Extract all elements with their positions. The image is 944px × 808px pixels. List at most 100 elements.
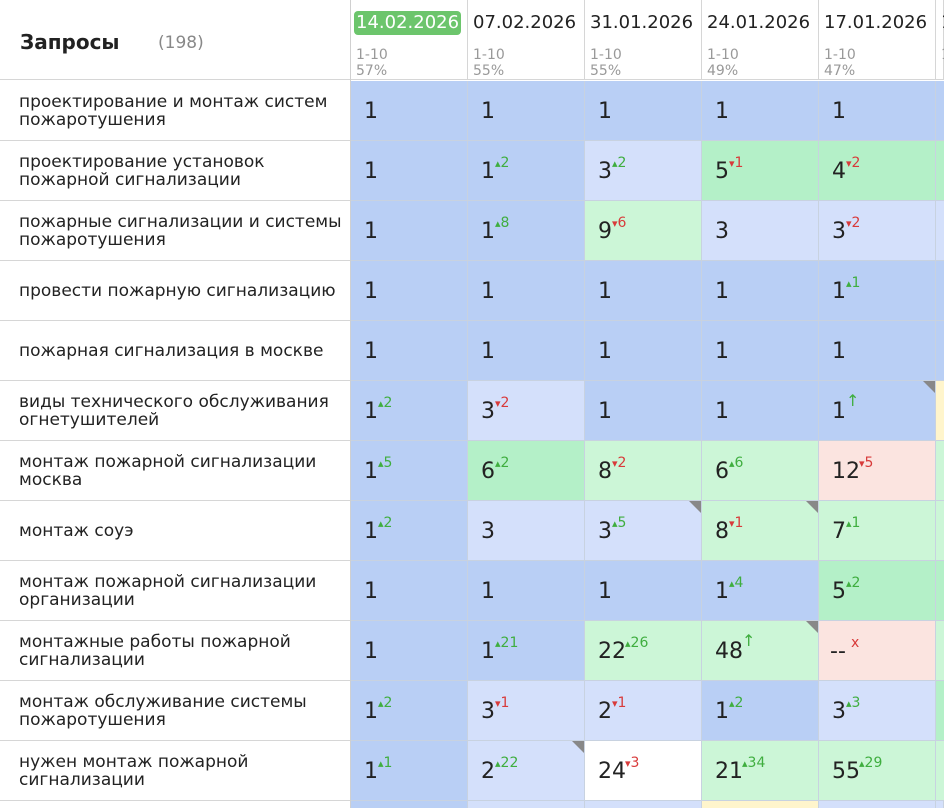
position-cell-partial[interactable] <box>936 261 944 321</box>
query-row-label[interactable]: проектирование установок пожарной сигнал… <box>0 141 350 201</box>
position-cell[interactable]: 3 <box>468 501 585 561</box>
position-cell[interactable]: 48 ↑ <box>702 621 819 681</box>
position-cell[interactable]: 1 <box>351 261 468 321</box>
date-column-header[interactable]: 14.02.2026 1-10 57% <box>351 0 468 80</box>
position-cell[interactable]: 1 <box>351 201 468 261</box>
date-column-header[interactable]: 17.01.2026 1-10 47% <box>819 0 936 80</box>
position-cell[interactable]: 3 ▾2 <box>819 201 936 261</box>
position-cell[interactable]: 1 ▴8 <box>468 201 585 261</box>
position-cell[interactable]: 1 <box>585 381 702 441</box>
position-cell[interactable]: 1 <box>585 321 702 381</box>
position-cell[interactable]: 5 ▴2 <box>819 561 936 621</box>
query-row-label[interactable]: монтажные работы пожарной сигнализации <box>0 621 350 681</box>
position-cell[interactable]: 1 <box>468 261 585 321</box>
position-cell-partial[interactable] <box>936 381 944 441</box>
position-cell[interactable]: 4 ▾2 <box>819 141 936 201</box>
position-cell[interactable]: 1 <box>702 261 819 321</box>
position-cell[interactable]: 12 ▾5 <box>819 441 936 501</box>
query-row-label[interactable]: проектирование и монтаж систем пожаротуш… <box>0 81 350 141</box>
position-cell[interactable]: 1 <box>351 621 468 681</box>
position-cell-partial[interactable] <box>351 801 468 808</box>
position-cell[interactable]: 1 <box>702 321 819 381</box>
query-row-label[interactable]: нужен монтаж пожарной сигнализации <box>0 741 350 801</box>
position-cell[interactable]: 2 ▴22 <box>468 741 585 801</box>
date-label[interactable]: 14.02.2026 <box>354 11 462 35</box>
date-column-header[interactable]: 11 <box>936 0 944 80</box>
position-cell[interactable]: 1 <box>585 81 702 141</box>
query-row-label[interactable]: монтаж пожарной сигнализации москва <box>0 441 350 501</box>
position-cell[interactable]: 1 ▴1 <box>819 261 936 321</box>
query-row-label[interactable]: монтаж обслуживание системы пожаротушени… <box>0 681 350 741</box>
date-label[interactable]: 07.02.2026 <box>473 12 577 33</box>
position-cell[interactable]: 55 ▴29 <box>819 741 936 801</box>
position-cell[interactable]: 1 <box>585 261 702 321</box>
position-cell-partial[interactable] <box>936 321 944 381</box>
position-cell-partial[interactable] <box>936 561 944 621</box>
position-cell-partial[interactable] <box>819 801 936 808</box>
position-cell[interactable]: 1 <box>351 561 468 621</box>
query-row-label[interactable]: провести пожарную сигнализацию <box>0 261 350 321</box>
position-cell-partial[interactable] <box>936 621 944 681</box>
position-cell[interactable]: 1 <box>702 81 819 141</box>
position-cell[interactable]: 22 ▴26 <box>585 621 702 681</box>
position-cell[interactable]: 1 ▴2 <box>468 141 585 201</box>
position-cell[interactable]: 1 ▴4 <box>702 561 819 621</box>
position-cell[interactable]: 3 ▴3 <box>819 681 936 741</box>
position-cell-partial[interactable] <box>936 441 944 501</box>
date-column-header[interactable]: 31.01.2026 1-10 55% <box>585 0 702 80</box>
date-column-header[interactable]: 07.02.2026 1-10 55% <box>468 0 585 80</box>
position-cell[interactable]: 1 <box>468 321 585 381</box>
position-cell[interactable]: 7 ▴1 <box>819 501 936 561</box>
date-label[interactable]: 1 <box>939 11 944 35</box>
position-cell-partial[interactable] <box>936 681 944 741</box>
position-cell[interactable]: 3 ▾1 <box>468 681 585 741</box>
position-cell[interactable]: 1 <box>819 321 936 381</box>
position-cell[interactable]: 9 ▾6 <box>585 201 702 261</box>
position-cell-partial[interactable] <box>936 501 944 561</box>
position-cell[interactable]: 8 ▾2 <box>585 441 702 501</box>
date-label[interactable]: 17.01.2026 <box>824 12 928 33</box>
position-cell[interactable]: 6 ▴2 <box>468 441 585 501</box>
position-cell[interactable]: 24 ▾3 <box>585 741 702 801</box>
date-label[interactable]: 24.01.2026 <box>707 12 811 33</box>
query-row-label-partial[interactable] <box>0 801 350 808</box>
position-cell[interactable]: 21 ▴34 <box>702 741 819 801</box>
position-cell[interactable]: 1 <box>351 321 468 381</box>
position-cell[interactable]: 1 <box>468 561 585 621</box>
position-cell[interactable]: 3 ▴2 <box>585 141 702 201</box>
position-cell[interactable]: 5 ▾1 <box>702 141 819 201</box>
date-column-header[interactable]: 24.01.2026 1-10 49% <box>702 0 819 80</box>
query-row-label[interactable]: монтаж пожарной сигнализации организации <box>0 561 350 621</box>
position-cell[interactable]: 8 ▾1 <box>702 501 819 561</box>
position-cell[interactable]: 1 <box>819 81 936 141</box>
position-cell-partial[interactable] <box>702 801 819 808</box>
position-cell[interactable]: -- x <box>819 621 936 681</box>
position-cell[interactable]: 1 <box>468 81 585 141</box>
position-cell[interactable]: 3 ▾2 <box>468 381 585 441</box>
position-cell[interactable]: 1 ▴2 <box>351 501 468 561</box>
date-label[interactable]: 31.01.2026 <box>590 12 694 33</box>
position-cell[interactable]: 1 ▴2 <box>351 381 468 441</box>
position-cell[interactable]: 3 ▴5 <box>585 501 702 561</box>
position-cell-partial[interactable] <box>936 81 944 141</box>
position-cell[interactable]: 1 <box>351 81 468 141</box>
position-cell[interactable]: 1 ▴5 <box>351 441 468 501</box>
position-cell-partial[interactable] <box>936 201 944 261</box>
position-cell[interactable]: 1 ▴2 <box>351 681 468 741</box>
query-row-label[interactable]: пожарная сигнализация в москве <box>0 321 350 381</box>
position-cell-partial[interactable] <box>936 801 944 808</box>
query-row-label[interactable]: виды технического обслуживания огнетушит… <box>0 381 350 441</box>
position-cell[interactable]: 2 ▾1 <box>585 681 702 741</box>
query-row-label[interactable]: пожарные сигнализации и системы пожароту… <box>0 201 350 261</box>
position-cell[interactable]: 1 ▴2 <box>702 681 819 741</box>
position-cell-partial[interactable] <box>936 741 944 801</box>
position-cell[interactable]: 1 <box>351 141 468 201</box>
position-cell-partial[interactable] <box>936 141 944 201</box>
position-cell[interactable]: 1 ↑ <box>819 381 936 441</box>
position-cell[interactable]: 3 <box>702 201 819 261</box>
position-cell-partial[interactable] <box>585 801 702 808</box>
position-cell-partial[interactable] <box>468 801 585 808</box>
position-cell[interactable]: 1 ▴1 <box>351 741 468 801</box>
position-cell[interactable]: 6 ▴6 <box>702 441 819 501</box>
query-row-label[interactable]: монтаж соуэ <box>0 501 350 561</box>
